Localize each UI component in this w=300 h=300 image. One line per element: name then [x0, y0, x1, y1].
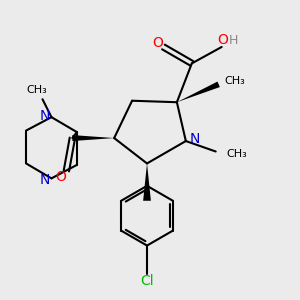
Text: CH₃: CH₃ — [226, 149, 247, 160]
Text: N: N — [40, 109, 50, 123]
Text: O: O — [218, 33, 229, 47]
Text: Cl: Cl — [140, 274, 154, 288]
Polygon shape — [177, 82, 220, 102]
Text: O: O — [153, 36, 164, 50]
Text: CH₃: CH₃ — [26, 85, 47, 95]
Text: H: H — [228, 34, 238, 47]
Text: CH₃: CH₃ — [225, 76, 245, 86]
Text: N: N — [40, 173, 50, 187]
Text: O: O — [56, 170, 67, 184]
Polygon shape — [72, 135, 114, 141]
Polygon shape — [143, 164, 151, 201]
Text: N: N — [189, 132, 200, 146]
